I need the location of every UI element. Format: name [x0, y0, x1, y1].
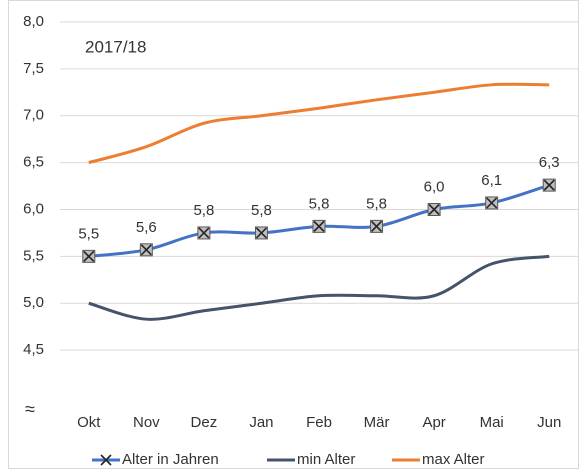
- x-tick-label: Jun: [537, 414, 561, 431]
- point-marker: [139, 243, 153, 257]
- point-marker: [370, 219, 384, 233]
- marker-x: [543, 179, 555, 191]
- legend-label: Alter in Jahren: [122, 451, 219, 468]
- x-tick-label: Okt: [77, 414, 101, 431]
- marker-x: [255, 227, 268, 239]
- legend-label: min Alter: [297, 451, 355, 468]
- data-label: 5,8: [309, 195, 330, 212]
- marker-x: [140, 244, 152, 256]
- data-label: 5,5: [78, 225, 99, 242]
- marker-x: [83, 250, 95, 262]
- x-tick-label: Nov: [133, 414, 160, 431]
- point-marker: [485, 196, 499, 210]
- point-marker: [82, 249, 96, 263]
- point-marker: [197, 226, 211, 240]
- series-line: [88, 82, 550, 165]
- y-tick-label: 5,0: [23, 294, 44, 311]
- legend-marker: [100, 454, 112, 466]
- x-tick-label: Feb: [306, 414, 332, 431]
- data-label: 6,0: [424, 178, 445, 195]
- y-tick-label: 8,0: [23, 13, 44, 30]
- axis-break: ≈: [25, 399, 35, 419]
- marker-x: [198, 227, 210, 239]
- y-tick-label: 7,0: [23, 107, 44, 124]
- x-tick-label: Dez: [191, 414, 218, 431]
- marker-x: [370, 220, 383, 232]
- marker-x: [486, 197, 498, 209]
- y-tick-label: 5,5: [23, 247, 44, 264]
- point-marker: [542, 178, 556, 192]
- y-tick-label: 6,0: [23, 200, 44, 217]
- y-tick-label: 7,5: [23, 60, 44, 77]
- x-tick-label: Mai: [480, 414, 504, 431]
- series-line: [88, 254, 550, 321]
- y-tick-label: 4,5: [23, 341, 44, 358]
- chart-border: [8, 0, 579, 469]
- legend-label: max Alter: [422, 451, 485, 468]
- data-label: 5,6: [136, 219, 157, 236]
- y-tick-label: 6,5: [23, 154, 44, 171]
- point-marker: [254, 226, 268, 240]
- point-marker: [312, 219, 326, 233]
- marker-x: [428, 203, 440, 216]
- data-label: 6,3: [539, 154, 560, 171]
- data-label: 5,8: [251, 202, 272, 219]
- chart-title: 2017/18: [85, 37, 146, 56]
- data-label: 5,8: [366, 195, 387, 212]
- data-label: 6,1: [481, 172, 502, 189]
- x-tick-label: Jan: [249, 414, 273, 431]
- point-marker: [427, 203, 441, 216]
- marker-x: [313, 220, 325, 232]
- data-label: 5,8: [193, 202, 214, 219]
- x-tick-label: Apr: [422, 414, 445, 431]
- x-tick-label: Mär: [364, 414, 390, 431]
